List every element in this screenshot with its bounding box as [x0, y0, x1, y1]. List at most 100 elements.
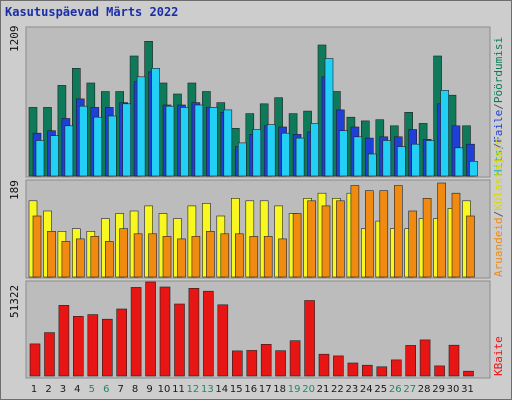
- sites-bar: [364, 190, 374, 278]
- kbytes-bar: [289, 340, 301, 377]
- legend-top: Hits/Faile/Pöördumisi: [492, 37, 505, 176]
- hits-bar: [382, 140, 392, 177]
- day-label: 9: [146, 384, 152, 395]
- hits-bar: [122, 103, 131, 177]
- legend-sep-1: /: [492, 143, 505, 150]
- sites-bar: [350, 185, 360, 278]
- legend-bottom: KBaite: [492, 336, 505, 376]
- day-label: 12: [187, 384, 200, 395]
- hits-bar: [295, 137, 305, 177]
- day-label: 23: [346, 384, 359, 395]
- kbytes-bar: [463, 370, 474, 377]
- hits-bar: [194, 104, 204, 177]
- kbytes-bar: [419, 339, 431, 377]
- day-label: 29: [432, 384, 445, 395]
- kbytes-bar: [448, 344, 460, 377]
- sites-bar: [466, 215, 475, 278]
- sites-bar: [32, 215, 42, 278]
- day-label: 30: [447, 384, 460, 395]
- hits-bar: [440, 90, 449, 177]
- bottom-ymax-label: 51322: [8, 285, 21, 318]
- kbytes-bar: [44, 332, 55, 377]
- hits-bar: [339, 130, 348, 177]
- kbytes-bar: [145, 281, 156, 377]
- hits-bar: [223, 109, 233, 177]
- day-label: 20: [302, 384, 315, 395]
- day-label: 13: [201, 384, 214, 395]
- sites-bar: [263, 236, 273, 278]
- kbytes-bar: [390, 359, 402, 377]
- sites-bar: [76, 238, 85, 278]
- kbytes-bar: [116, 308, 127, 377]
- sites-bar: [220, 233, 230, 278]
- hits-bar: [425, 140, 435, 177]
- day-label: 25: [374, 384, 387, 395]
- hits-bar: [353, 136, 363, 177]
- hits-bar: [454, 147, 464, 177]
- legend-hits: Hits: [492, 150, 505, 177]
- sites-bar: [278, 238, 287, 278]
- day-label: 22: [331, 384, 344, 395]
- day-label: 28: [418, 384, 431, 395]
- day-label: 27: [403, 384, 416, 395]
- sites-bar: [162, 236, 172, 278]
- legend-page-views: Pöördumisi: [492, 37, 505, 103]
- kbytes-bar: [58, 304, 70, 377]
- kbytes-bar: [275, 350, 286, 377]
- sites-bar: [235, 233, 244, 278]
- hits-bar: [281, 132, 290, 177]
- sites-bar: [321, 205, 331, 278]
- kbytes-bar: [130, 287, 142, 377]
- day-label: 1: [31, 384, 37, 395]
- kbytes-bar: [260, 343, 272, 377]
- kbytes-bar: [188, 287, 200, 377]
- kbytes-bar: [434, 365, 445, 377]
- hits-bar: [79, 105, 88, 177]
- kbytes-bar: [232, 350, 243, 377]
- sites-bar: [105, 241, 114, 278]
- hits-bar: [411, 143, 421, 177]
- day-label: 24: [360, 384, 373, 395]
- hits-bar: [35, 140, 45, 177]
- day-label: 17: [259, 384, 272, 395]
- kbytes-bar: [203, 290, 214, 377]
- hits-bar: [136, 76, 146, 177]
- day-label: 31: [461, 384, 474, 395]
- hits-bar: [238, 142, 247, 177]
- kbytes-bar: [405, 345, 417, 377]
- hits-bar: [367, 153, 377, 177]
- sites-bar: [422, 198, 432, 278]
- sites-bar: [408, 210, 418, 278]
- legend-sep-2: /: [492, 103, 505, 110]
- sites-bar: [191, 236, 201, 278]
- hits-bar: [93, 116, 103, 177]
- hits-bar: [64, 125, 74, 177]
- hits-bar: [266, 124, 276, 177]
- sites-bar: [206, 231, 215, 278]
- hits-bar: [310, 123, 319, 177]
- day-label: 26: [389, 384, 402, 395]
- kbytes-bar: [159, 286, 171, 377]
- sites-bar: [379, 190, 389, 278]
- kbytes-bar: [174, 303, 185, 377]
- day-label: 18: [273, 384, 286, 395]
- day-label: 8: [132, 384, 138, 395]
- day-label: 5: [89, 384, 95, 395]
- kbytes-bar: [102, 318, 113, 377]
- hits-bar: [165, 105, 175, 177]
- kbytes-bar: [29, 343, 41, 377]
- chart-title: Kasutuspäevad Märts 2022: [5, 5, 179, 19]
- legend-files: Faile: [492, 110, 505, 143]
- day-label: 6: [103, 384, 109, 395]
- day-label: 14: [215, 384, 228, 395]
- day-label: 11: [172, 384, 185, 395]
- kbytes-bar: [217, 304, 229, 377]
- sites-bar: [336, 200, 345, 278]
- sites-bar: [148, 233, 157, 278]
- sites-bar: [393, 185, 403, 278]
- sites-bar: [119, 228, 128, 278]
- hits-bar: [469, 161, 478, 177]
- top-ymax-label: 1209: [8, 26, 21, 53]
- day-label: 19: [288, 384, 301, 395]
